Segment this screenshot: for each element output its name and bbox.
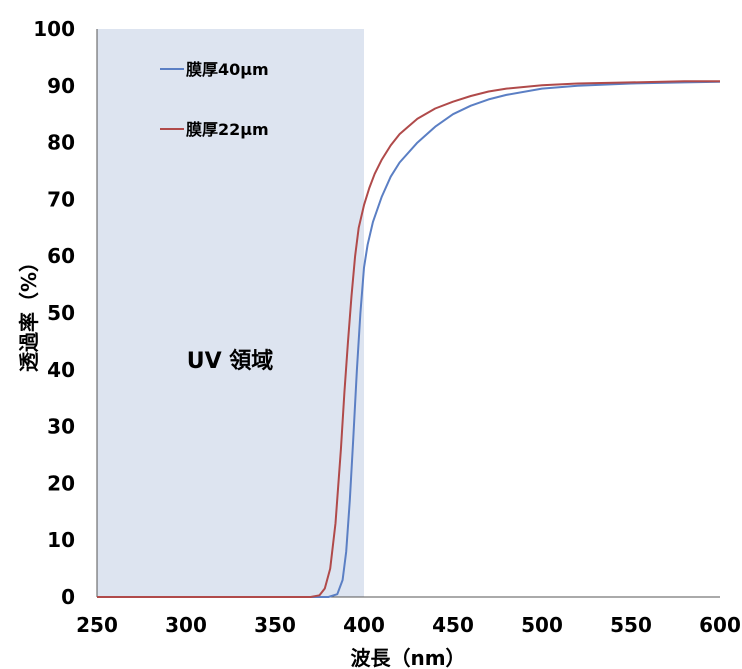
y-tick-label: 40 bbox=[47, 358, 75, 382]
x-axis-title: 波長（nm） bbox=[350, 646, 465, 669]
y-tick-label: 70 bbox=[47, 187, 75, 211]
y-tick-label: 80 bbox=[47, 131, 75, 155]
region-label: UV 領域 bbox=[187, 348, 274, 374]
y-tick-labels: 0 10 20 30 40 50 60 70 80 90 100 bbox=[33, 17, 75, 609]
x-tick-labels: 250 300 350 400 450 500 550 600 bbox=[76, 613, 741, 637]
y-tick-label: 0 bbox=[61, 585, 75, 609]
x-tick-label: 400 bbox=[343, 613, 385, 637]
y-tick-label: 60 bbox=[47, 244, 75, 268]
y-tick-label: 100 bbox=[33, 17, 75, 41]
x-tick-label: 500 bbox=[521, 613, 563, 637]
x-tick-label: 550 bbox=[610, 613, 652, 637]
y-axis-title: 透過率（%） bbox=[17, 252, 41, 372]
shaded-region bbox=[97, 29, 364, 597]
legend-label-1: 膜厚40μm bbox=[186, 60, 269, 79]
y-tick-label: 20 bbox=[47, 471, 75, 495]
y-tick-label: 50 bbox=[47, 301, 75, 325]
series-line-2 bbox=[97, 80, 720, 598]
x-tick-label: 600 bbox=[699, 613, 741, 637]
x-tick-label: 250 bbox=[76, 613, 118, 637]
x-tick-label: 450 bbox=[432, 613, 474, 637]
y-tick-label: 90 bbox=[47, 74, 75, 98]
x-tick-label: 300 bbox=[165, 613, 207, 637]
series-lines bbox=[97, 80, 721, 598]
y-tick-label: 30 bbox=[47, 415, 75, 439]
x-tick-label: 350 bbox=[254, 613, 296, 637]
legend-label-2: 膜厚22μm bbox=[186, 120, 269, 139]
y-tick-label: 10 bbox=[47, 528, 75, 552]
legend: 膜厚40μm 膜厚22μm bbox=[160, 60, 269, 139]
series-line-1 bbox=[97, 80, 721, 598]
